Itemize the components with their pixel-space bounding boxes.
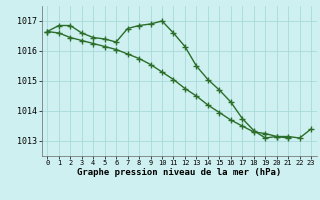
X-axis label: Graphe pression niveau de la mer (hPa): Graphe pression niveau de la mer (hPa) <box>77 168 281 177</box>
